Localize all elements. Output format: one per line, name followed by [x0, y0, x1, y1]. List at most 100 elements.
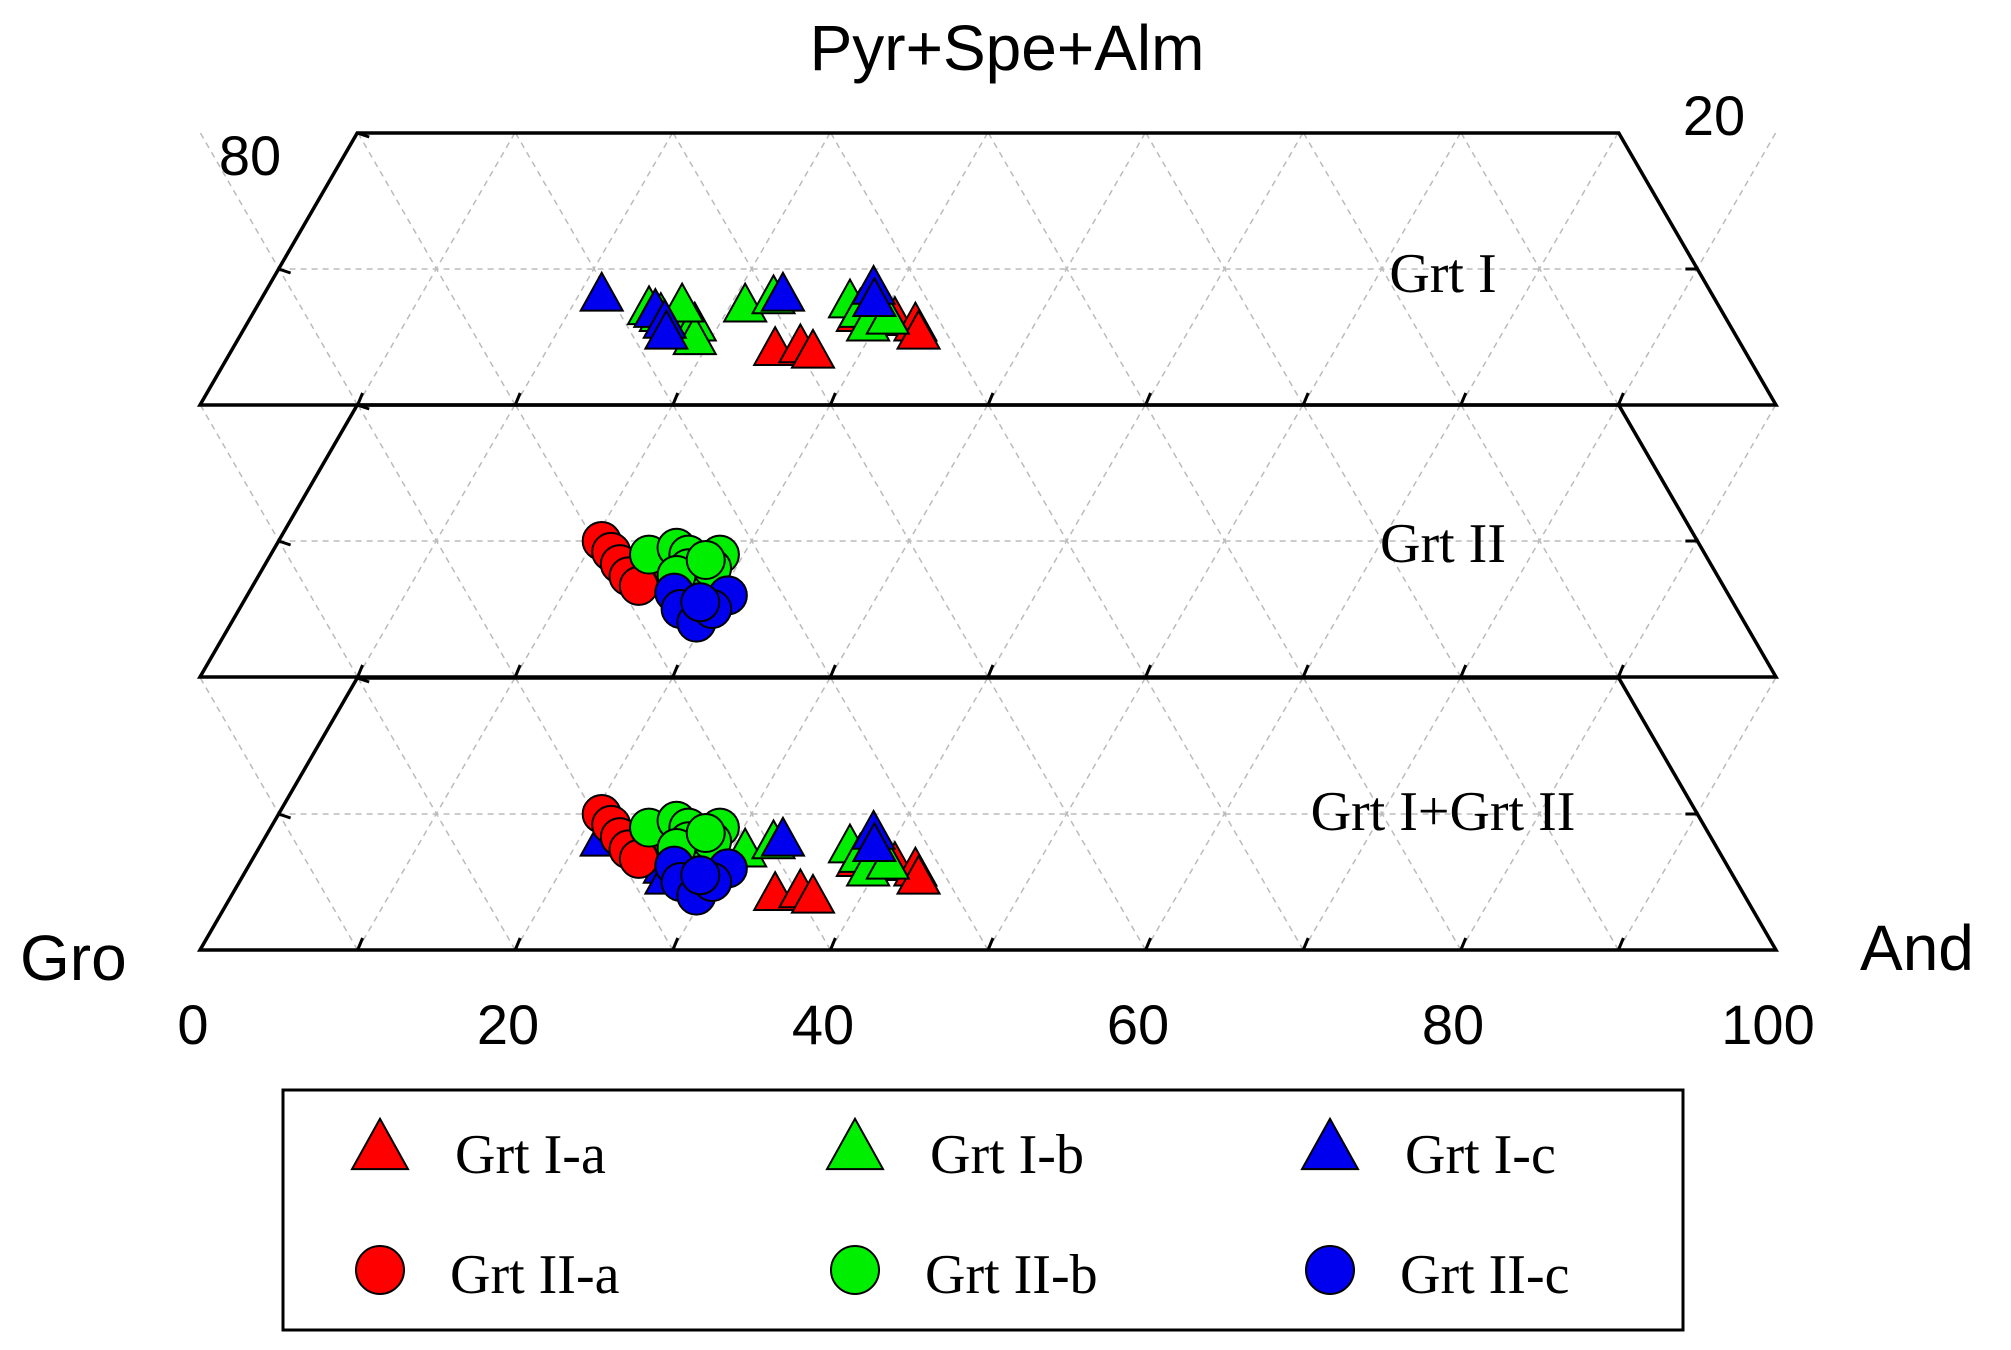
x-tick-labels: 0 20 40 60 80 100: [177, 993, 1814, 1056]
x-tick: [513, 664, 522, 678]
grid-line: [1302, 677, 1462, 951]
x-tick: [671, 664, 680, 678]
circle-marker: [680, 582, 721, 623]
legend: Grt I-a Grt I-b Grt I-c Grt II-a Grt II-…: [281, 1088, 1685, 1332]
legend-label-grt-ii-b: Grt II-b: [925, 1244, 1098, 1306]
circle-marker: [685, 540, 726, 581]
x-tick-label: 0: [177, 993, 208, 1056]
x-tick: [1459, 937, 1468, 951]
grid-line: [830, 677, 989, 951]
triangle-marker: [790, 872, 836, 914]
legend-box: [281, 1088, 1685, 1332]
right-side-tick-label: 20: [1683, 84, 1745, 147]
legend-label-grt-i-c: Grt I-c: [1405, 1124, 1556, 1186]
x-tick: [1617, 937, 1625, 951]
circle-marker: [355, 1245, 405, 1295]
x-tick: [1617, 392, 1625, 406]
x-tick: [829, 392, 837, 406]
panel-frame: [196, 676, 1780, 952]
side-tick: [278, 539, 292, 547]
x-tick-label: 80: [1422, 993, 1484, 1056]
grid-line: [1302, 132, 1462, 406]
x-tick-label: 100: [1721, 993, 1814, 1056]
triangle-marker: [760, 815, 806, 857]
circle-marker: [830, 1245, 880, 1295]
grid-line: [1460, 677, 1620, 951]
grid-line: [1145, 677, 1304, 951]
x-tick: [1301, 664, 1310, 678]
triangle-marker: [895, 853, 942, 895]
x-tick: [1459, 392, 1468, 406]
x-tick: [1301, 937, 1310, 951]
x-tick-label: 20: [477, 993, 539, 1056]
grid-line: [987, 677, 1147, 951]
x-tick: [1144, 937, 1152, 951]
legend-label-grt-i-a: Grt I-a: [455, 1124, 606, 1186]
x-tick: [671, 937, 680, 951]
x-tick: [513, 937, 522, 951]
grid-line: [987, 132, 1147, 406]
grid-line: [672, 132, 832, 406]
x-tick: [986, 664, 995, 678]
triangle-marker: [350, 1116, 410, 1171]
grid-line: [1460, 132, 1620, 406]
triangle-marker: [1300, 1116, 1360, 1171]
legend-markers: [350, 1116, 1360, 1295]
side-tick: [278, 812, 292, 820]
marker-layer: [579, 263, 942, 916]
circle-marker: [685, 813, 726, 854]
grid-line: [357, 132, 516, 406]
x-tick: [1301, 392, 1310, 406]
grid-line: [357, 404, 516, 678]
x-tick: [356, 392, 364, 406]
grid-line: [357, 677, 516, 951]
left-corner-label: Gro: [20, 922, 127, 994]
circle-marker: [1305, 1245, 1355, 1295]
x-tick: [986, 392, 995, 406]
x-tick: [829, 937, 837, 951]
grid-line: [1145, 132, 1304, 406]
x-tick-label: 60: [1107, 993, 1169, 1056]
panel-label-3: Grt I+Grt II: [1311, 781, 1576, 843]
x-tick: [356, 664, 364, 678]
grid-line: [672, 404, 832, 678]
x-tick: [1459, 664, 1468, 678]
side-tick: [278, 267, 292, 275]
triangle-marker: [579, 270, 625, 312]
triangle-marker: [790, 327, 836, 369]
x-tick-label: 40: [792, 993, 854, 1056]
legend-label-grt-ii-a: Grt II-a: [450, 1244, 620, 1306]
top-axis-label: Pyr+Spe+Alm: [810, 12, 1205, 84]
grid-line: [1145, 404, 1304, 678]
x-tick: [829, 664, 837, 678]
panel-label-1: Grt I: [1389, 243, 1496, 305]
right-corner-label: And: [1860, 912, 1974, 984]
triangle-marker: [825, 1116, 885, 1171]
grid-line: [1460, 404, 1620, 678]
left-side-tick-label: 80: [219, 124, 281, 187]
x-tick: [1144, 664, 1152, 678]
triangle-marker: [851, 276, 898, 318]
grid-line: [987, 404, 1147, 678]
x-tick: [1144, 392, 1152, 406]
frame-layer: [196, 131, 1780, 952]
grid-line: [1302, 404, 1462, 678]
triangle-marker: [851, 821, 898, 863]
triangle-marker: [643, 308, 690, 350]
x-tick: [356, 937, 364, 951]
x-tick: [671, 392, 680, 406]
x-tick: [1617, 664, 1625, 678]
x-tick: [513, 392, 522, 406]
grid-line: [830, 404, 989, 678]
grid-line: [830, 132, 989, 406]
x-tick: [986, 937, 995, 951]
grid-line: [672, 677, 832, 951]
circle-marker: [680, 855, 721, 896]
triangle-marker: [895, 308, 942, 350]
legend-label-grt-ii-c: Grt II-c: [1400, 1244, 1569, 1306]
grid-line: [514, 132, 674, 406]
panel-label-2: Grt II: [1380, 513, 1506, 575]
legend-label-grt-i-b: Grt I-b: [930, 1124, 1084, 1186]
triangle-marker: [760, 270, 806, 312]
